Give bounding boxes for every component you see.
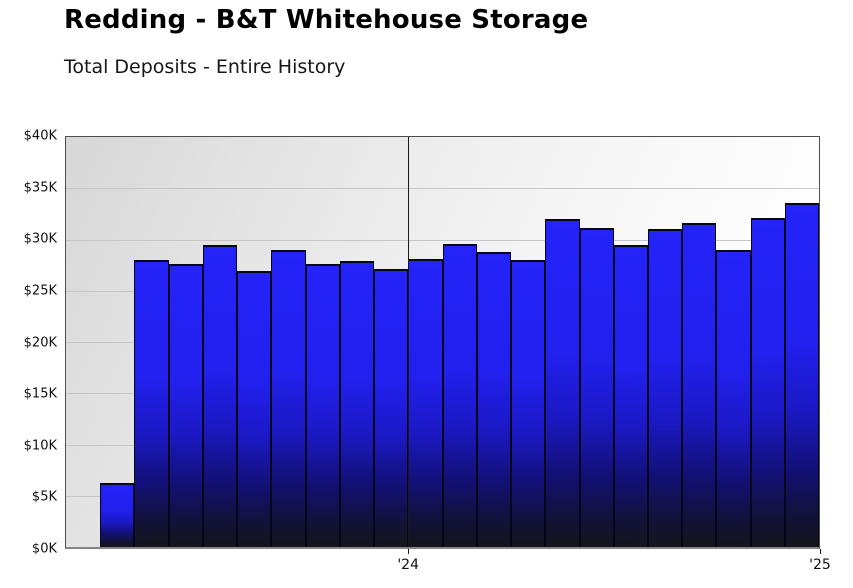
bar — [202, 244, 238, 547]
bar — [511, 260, 546, 547]
bar — [374, 269, 409, 547]
year-divider-line — [408, 137, 410, 547]
bar-slot — [545, 137, 580, 547]
bar-slot — [100, 137, 135, 547]
bar — [613, 244, 648, 547]
bars-layer — [66, 137, 820, 547]
y-axis-tick-label: $20K — [23, 335, 57, 350]
bar-slot — [202, 137, 238, 547]
bar-slot — [374, 137, 409, 547]
bar-slot — [682, 137, 717, 547]
plot-area — [65, 136, 820, 549]
y-axis-tick-label: $0K — [31, 541, 57, 557]
bar — [168, 264, 203, 547]
bar — [408, 258, 443, 547]
y-axis-tick-label: $25K — [23, 283, 57, 299]
bar-slot — [408, 137, 443, 547]
bar-slot — [271, 137, 306, 547]
bar-slot — [339, 137, 375, 547]
bar-slot — [511, 137, 546, 547]
y-axis-tick-label: $30K — [23, 231, 57, 247]
gridline — [66, 188, 819, 190]
bar — [339, 261, 375, 547]
bar — [579, 228, 614, 547]
chart-title: Redding - B&T Whitehouse Storage — [64, 5, 589, 35]
bar-slot — [647, 137, 683, 547]
chart-subtitle: Total Deposits - Entire History — [64, 56, 346, 78]
gridline — [66, 239, 819, 241]
y-axis-tick-label: $40K — [23, 128, 57, 144]
bar-slot — [442, 137, 477, 547]
bar-slot — [134, 137, 169, 547]
x-axis-tick-mark — [408, 549, 410, 554]
bar — [647, 229, 683, 547]
bar-slot — [579, 137, 614, 547]
bar — [784, 202, 820, 547]
bar-slot — [613, 137, 648, 547]
bar-slot — [476, 137, 512, 547]
bar-slot — [237, 137, 272, 547]
bar — [716, 249, 751, 547]
bar-slot — [305, 137, 340, 547]
bar-slot — [784, 137, 820, 547]
bar-slot — [750, 137, 785, 547]
bar — [682, 223, 717, 547]
bar — [134, 260, 169, 547]
x-axis-tick-mark — [820, 549, 821, 554]
y-axis-tick-label: $10K — [23, 438, 57, 454]
bar — [305, 264, 340, 547]
bar — [237, 271, 272, 547]
bar — [271, 249, 306, 547]
bar-slot — [66, 137, 100, 547]
x-axis-tick-label: '25 — [809, 557, 831, 573]
y-axis-tick-label: $5K — [31, 489, 57, 505]
y-axis-tick-label: $15K — [23, 386, 57, 402]
x-axis-tick-label: '24 — [397, 557, 420, 573]
bar — [476, 251, 512, 547]
bar-slot — [716, 137, 751, 547]
bar — [545, 219, 580, 547]
y-axis-tick-label: $35K — [23, 180, 57, 196]
x-axis: '24 '25 — [65, 549, 831, 576]
bar-slot — [168, 137, 203, 547]
y-axis: $40K $35K $30K $25K $20K $15K $10K $5K $0K — [0, 129, 57, 557]
bar — [100, 483, 135, 547]
bar — [442, 243, 477, 547]
bar — [750, 217, 785, 547]
